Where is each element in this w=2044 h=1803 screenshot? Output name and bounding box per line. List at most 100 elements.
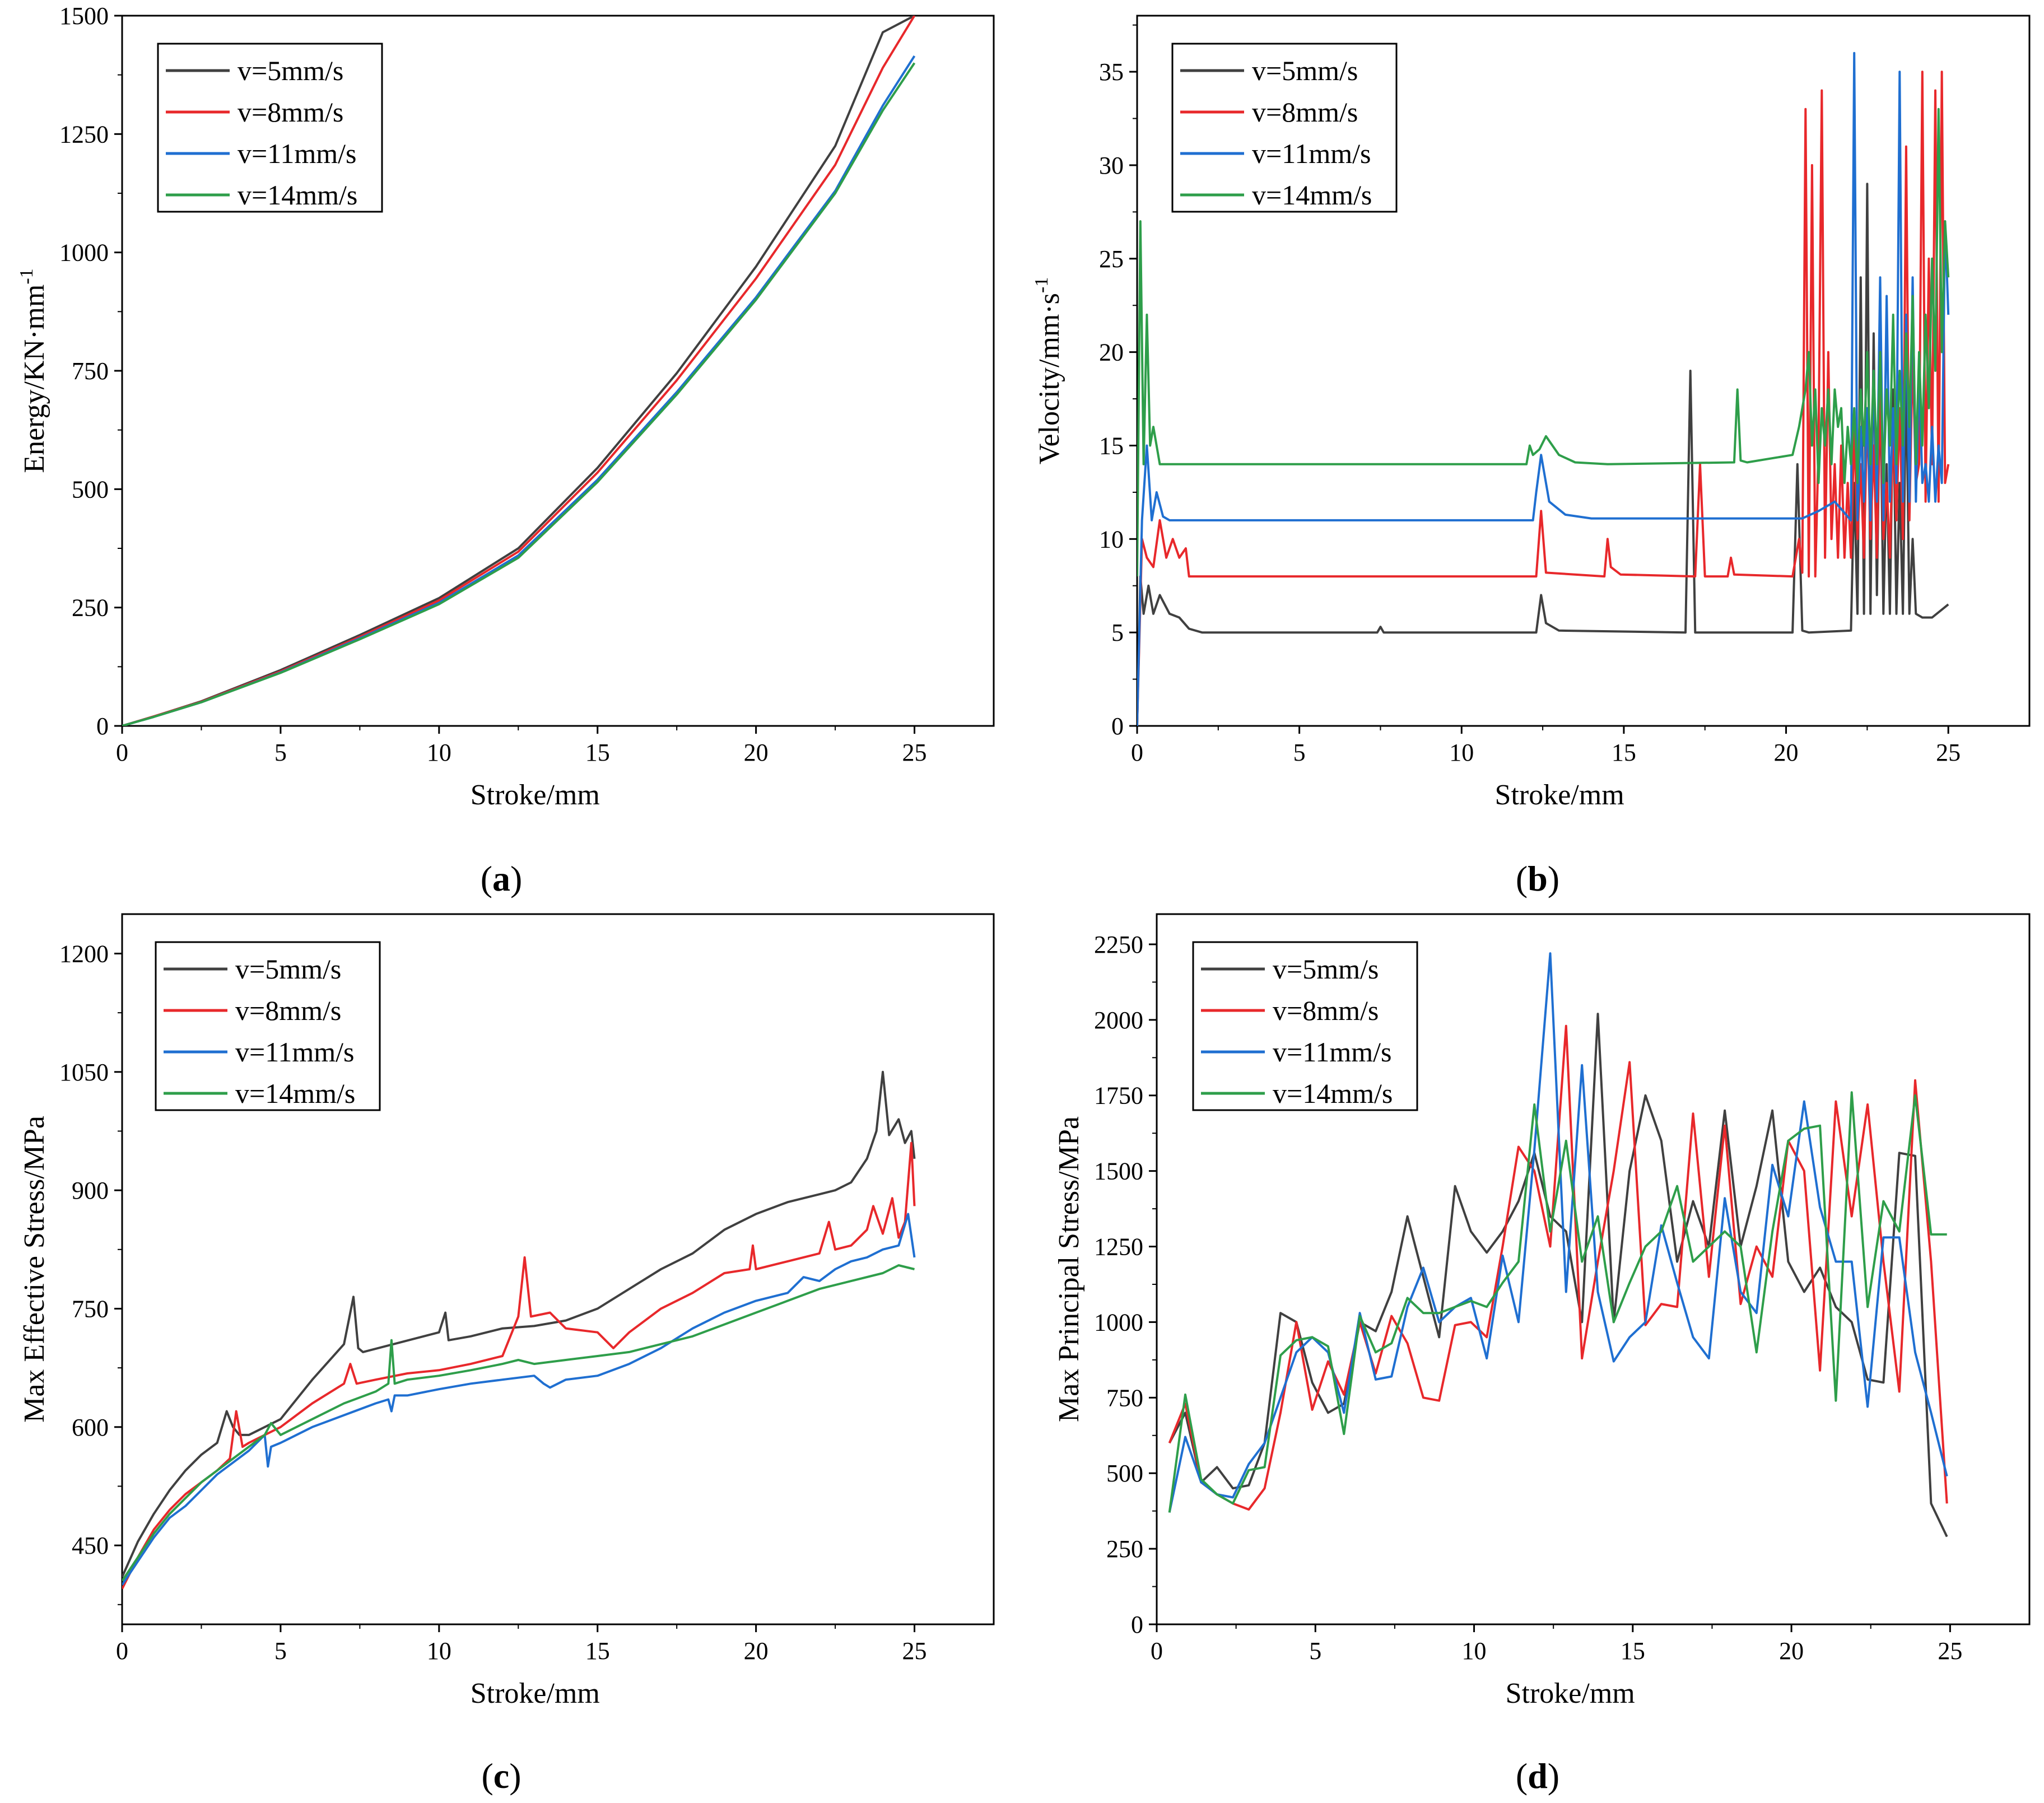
chart-panel-a: 0 5 10 15 20 250250500750100012501500Stroke/m…: [16, 2, 995, 898]
legend-label: v=8mm/s: [1273, 995, 1379, 1026]
panel-caption: (c): [481, 1756, 521, 1796]
y-tick-label: 450: [72, 1532, 109, 1559]
y-tick-label: 1200: [59, 940, 109, 967]
x-tick-label: 15: [585, 1637, 610, 1665]
y-tick-label: 1050: [59, 1059, 109, 1086]
y-tick-label: 1500: [59, 2, 109, 30]
y-tick-label: 0: [1111, 712, 1124, 740]
legend-label: v=14mm/s: [235, 1078, 355, 1109]
y-axis-label-superscript: -1: [1031, 277, 1052, 293]
series-line-v-14mm-s: [122, 62, 916, 726]
x-tick-label: 25: [1936, 739, 1961, 766]
legend-label: v=11mm/s: [238, 138, 356, 169]
legend-label: v=14mm/s: [1252, 179, 1372, 211]
y-tick-label: 2000: [1094, 1007, 1143, 1034]
y-tick-label: 10: [1099, 525, 1124, 553]
y-tick-label: 35: [1099, 58, 1124, 86]
y-tick-label: 1000: [59, 239, 109, 267]
x-axis-label: Stroke/mm: [1495, 779, 1624, 811]
x-tick-label: 0: [116, 1637, 128, 1665]
legend-label: v=5mm/s: [1252, 55, 1358, 86]
plot-frame: [1156, 913, 2031, 1625]
y-axis-label: Energy/KN·mm-1: [16, 268, 50, 473]
y-tick-label: 1500: [1094, 1158, 1143, 1185]
plot-frame: [121, 913, 995, 1625]
legend-label: v=8mm/s: [235, 995, 341, 1026]
y-tick-label: 1250: [1094, 1233, 1143, 1261]
y-tick-label: 1750: [1094, 1082, 1143, 1110]
legend-label: v=14mm/s: [238, 179, 357, 211]
y-axis-label: Max Effective Stress/MPa: [18, 1116, 50, 1423]
series-group: [122, 1070, 916, 1590]
x-tick-label: 15: [1621, 1637, 1645, 1665]
y-axis-label: Velocity/mm·s-1: [1031, 277, 1065, 465]
series-line-v-14mm-s: [122, 1264, 915, 1582]
x-tick-label: 10: [1462, 1637, 1487, 1665]
series-group: [122, 16, 916, 726]
y-tick-label: 750: [72, 1295, 109, 1322]
legend-label: v=11mm/s: [1252, 138, 1371, 169]
chart-panel-c: 0 5 10 15 20 25 450 600 750 900 1050 1200 Stroke/mm M…: [18, 913, 995, 1796]
y-tick-label: 250: [1106, 1535, 1143, 1563]
x-tick-label: 5: [274, 739, 287, 766]
y-tick-label: 250: [72, 594, 109, 622]
series-line-v-14mm-s: [1168, 1091, 1947, 1513]
y-tick-label: 1000: [1094, 1308, 1143, 1336]
y-tick-label: 20: [1099, 339, 1124, 366]
chart-panel-d: 0 5 10 15 20 25025050075010001250150017502000…: [1053, 913, 2031, 1796]
series-line-v-8mm-s: [122, 1142, 916, 1590]
y-tick-label: 900: [72, 1177, 109, 1204]
x-tick-label: 25: [902, 739, 927, 766]
series-line-v-11mm-s: [1168, 952, 1948, 1513]
panel-caption: (b): [1516, 859, 1559, 898]
panel-caption: (a): [481, 859, 523, 898]
legend-label: v=11mm/s: [1273, 1036, 1391, 1068]
y-tick-label: 600: [72, 1414, 109, 1441]
x-axis-label: Stroke/mm: [471, 779, 600, 811]
x-tick-label: 5: [1293, 739, 1306, 766]
legend-label: v=5mm/s: [235, 953, 341, 985]
y-tick-label: 30: [1099, 152, 1124, 179]
x-tick-label: 20: [744, 1637, 769, 1665]
panel-caption: (d): [1516, 1756, 1559, 1796]
x-tick-label: 20: [1774, 739, 1799, 766]
y-tick-label: 2250: [1094, 931, 1143, 958]
legend-label: v=5mm/s: [1273, 953, 1379, 985]
x-tick-label: 10: [427, 739, 451, 766]
legend-label: v=5mm/s: [238, 55, 343, 86]
x-tick-label: 0: [116, 739, 128, 766]
series-group: [1168, 952, 1948, 1538]
legend-label: v=14mm/s: [1273, 1078, 1393, 1109]
x-tick-label: 10: [427, 1637, 451, 1665]
x-axis-label: Stroke/mm: [1506, 1678, 1635, 1709]
y-tick-label: 750: [72, 357, 109, 385]
x-tick-label: 20: [744, 739, 769, 766]
y-tick-label: 500: [72, 476, 109, 503]
y-axis-label: Max Principal Stress/MPa: [1053, 1116, 1085, 1422]
y-tick-label: 500: [1106, 1460, 1143, 1487]
y-tick-label: 0: [96, 712, 109, 740]
chart-panel-b: 0 5 10 15 20 25 0 5 10 15 20 25 30 35 Stroke/mm Velocit…: [1031, 15, 2031, 898]
x-tick-label: 25: [1938, 1637, 1962, 1665]
legend-label: v=8mm/s: [1252, 96, 1358, 128]
series-line-v-14mm-s: [1137, 108, 1950, 577]
y-tick-label: 15: [1099, 432, 1124, 459]
y-axis-label-superscript: -1: [16, 268, 37, 284]
plot-frame: [1136, 15, 2031, 727]
x-tick-label: 5: [274, 1637, 287, 1665]
series-line-v-11mm-s: [122, 1213, 916, 1586]
series-group: [1137, 52, 1950, 726]
x-tick-label: 15: [1612, 739, 1636, 766]
x-tick-label: 5: [1309, 1637, 1321, 1665]
legend-label: v=11mm/s: [235, 1036, 354, 1068]
y-tick-label: 25: [1099, 245, 1124, 273]
y-tick-label: 0: [1131, 1611, 1143, 1638]
x-tick-label: 0: [1131, 739, 1143, 766]
series-line-v-5mm-s: [122, 1070, 916, 1578]
x-tick-label: 25: [902, 1637, 927, 1665]
y-tick-label: 1250: [59, 120, 109, 148]
x-tick-label: 0: [1151, 1637, 1163, 1665]
x-tick-label: 20: [1779, 1637, 1804, 1665]
legend-label: v=8mm/s: [238, 96, 343, 128]
